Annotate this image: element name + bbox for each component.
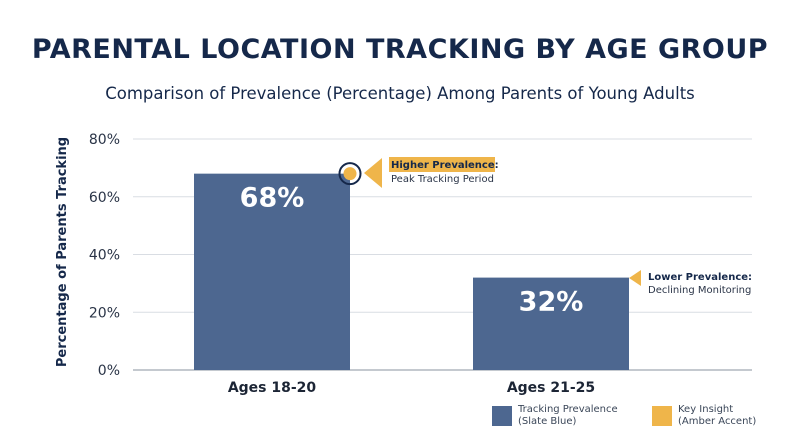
y-tick-label: 20% [89,305,120,321]
callout-pointer-2 [629,270,641,286]
legend-label-insight: Key Insight (Amber Accent) [678,404,757,427]
legend-item-tracking: Tracking Prevalence (Slate Blue) [492,404,638,428]
bar-data-label: 32% [519,287,584,318]
legend-swatch-insight [652,406,672,426]
annotation-1-text: Peak Tracking Period [391,174,494,185]
legend-label-tracking: Tracking Prevalence (Slate Blue) [518,404,618,427]
highlight-dot [343,167,357,181]
x-tick-label: Ages 18-20 [228,380,317,396]
y-tick-label: 80% [89,132,120,148]
y-tick-label: 40% [89,248,120,264]
y-tick-label: 0% [98,363,120,379]
bar [194,173,350,370]
legend-item-insight: Key Insight (Amber Accent) [652,404,758,428]
annotation-1-title: Higher Prevalence: [391,160,499,171]
callout-pointer-1 [364,158,382,188]
annotation-2-title: Lower Prevalence: [648,272,752,283]
x-tick-label: Ages 21-25 [507,380,595,396]
y-axis-label: Percentage of Parents Tracking [55,137,70,367]
y-tick-label: 60% [89,190,120,206]
highlight-ring [338,162,362,186]
annotation-2-text: Declining Monitoring [648,285,751,296]
callout-highlight-1 [389,157,495,172]
bar [473,277,629,370]
bar-data-label: 68% [240,183,305,214]
chart-title: PARENTAL LOCATION TRACKING BY AGE GROUP [31,34,769,65]
legend-swatch-tracking [492,406,512,426]
chart-subtitle: Comparison of Prevalence (Percentage) Am… [105,84,695,103]
legend: Tracking Prevalence (Slate Blue) Key Ins… [492,404,758,428]
